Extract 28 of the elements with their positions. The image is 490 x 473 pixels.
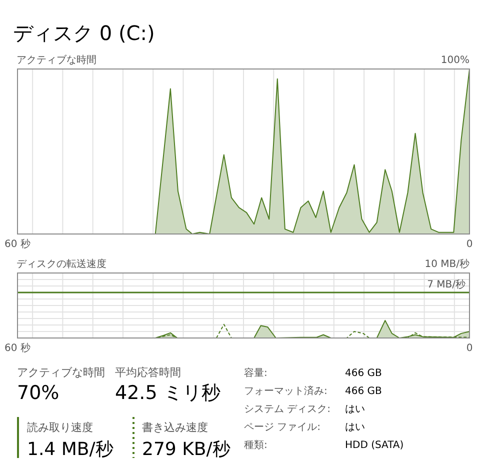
chart-title: ディスク 0 (C:) <box>13 21 155 45</box>
y-tick-label: 10 MB/秒 <box>424 258 470 270</box>
text: 70% <box>17 382 60 404</box>
text: ページ ファイル: <box>244 422 321 433</box>
text: 42.5 ミリ秒 <box>115 382 220 404</box>
text: はい <box>345 404 365 415</box>
text: 466 GB <box>345 368 382 379</box>
y-tick-label: 7 MB/秒 <box>427 278 466 290</box>
text: アクティブな時間 <box>17 366 105 379</box>
x-tick-label: 60 秒 <box>4 238 30 250</box>
text: 100% <box>440 55 470 66</box>
text: システム ディスク: <box>244 404 331 415</box>
text: 容量: <box>244 367 268 379</box>
y-axis-title: アクティブな時間 <box>16 54 96 66</box>
text: 平均応答時間 <box>115 366 181 379</box>
x-tick-label: 0 <box>466 343 473 354</box>
y-axis-title: ディスクの転送速度 <box>16 258 106 270</box>
x-tick-label: 0 <box>466 239 473 250</box>
text: 読み取り速度 <box>27 421 93 434</box>
text: 466 GB <box>345 386 382 397</box>
text: 279 KB/秒 <box>142 439 230 460</box>
text: フォーマット済み: <box>244 385 328 397</box>
text: 書き込み速度 <box>142 421 208 434</box>
text: はい <box>345 422 365 433</box>
text: 種類: <box>244 439 268 451</box>
x-tick-label: 60 秒 <box>4 342 30 354</box>
text: 1.4 MB/秒 <box>27 439 114 460</box>
text: HDD (SATA) <box>345 440 404 451</box>
